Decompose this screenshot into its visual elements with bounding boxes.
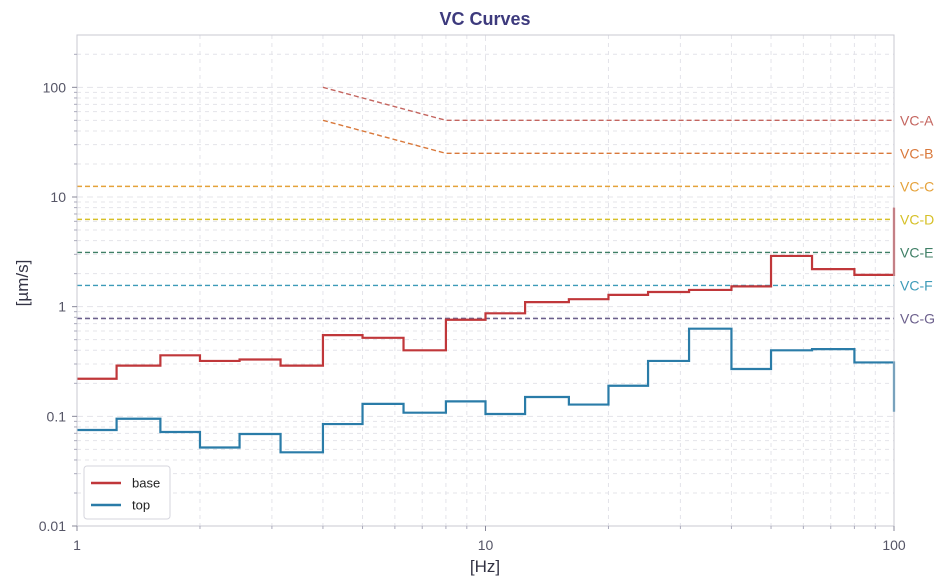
legend-label-top: top [132, 498, 150, 513]
y-tick-label: 0.1 [47, 408, 67, 424]
vc-label-vc-d: VC-D [900, 211, 934, 227]
x-tick-label: 1 [73, 537, 81, 553]
x-tick-label: 10 [478, 537, 494, 553]
x-tick-label: 100 [882, 537, 906, 553]
vc-label-vc-b: VC-B [900, 145, 933, 161]
vc-label-vc-f: VC-F [900, 277, 933, 293]
y-tick-label: 1 [58, 299, 66, 315]
data-series [77, 207, 896, 454]
series-line-base [77, 207, 896, 380]
y-tick-label: 100 [43, 79, 67, 95]
vc-curves: VC-A VC-B VC-C VC-D VC-E VC-F VC-G [77, 86, 935, 326]
legend: base top [83, 465, 171, 520]
legend-box [83, 465, 171, 520]
y-tick-label: 10 [50, 189, 66, 205]
y-axis-label: [µm/s] [13, 260, 32, 307]
legend-label-base: base [132, 476, 160, 491]
y-tick-label: 0.01 [39, 518, 66, 534]
vc-label-vc-a: VC-A [900, 112, 934, 128]
chart-title: VC Curves [439, 9, 530, 29]
vc-label-vc-e: VC-E [900, 244, 933, 260]
vc-label-vc-c: VC-C [900, 178, 934, 194]
x-axis-label: [Hz] [470, 557, 500, 576]
vc-label-vc-g: VC-G [900, 310, 935, 326]
vc-line-vc-b [322, 119, 894, 155]
axis-ticks: 1 10 100 0.01 0.1 1 10 100 [39, 53, 906, 553]
vc-line-vc-a [322, 86, 894, 122]
series-line-top [77, 327, 896, 454]
